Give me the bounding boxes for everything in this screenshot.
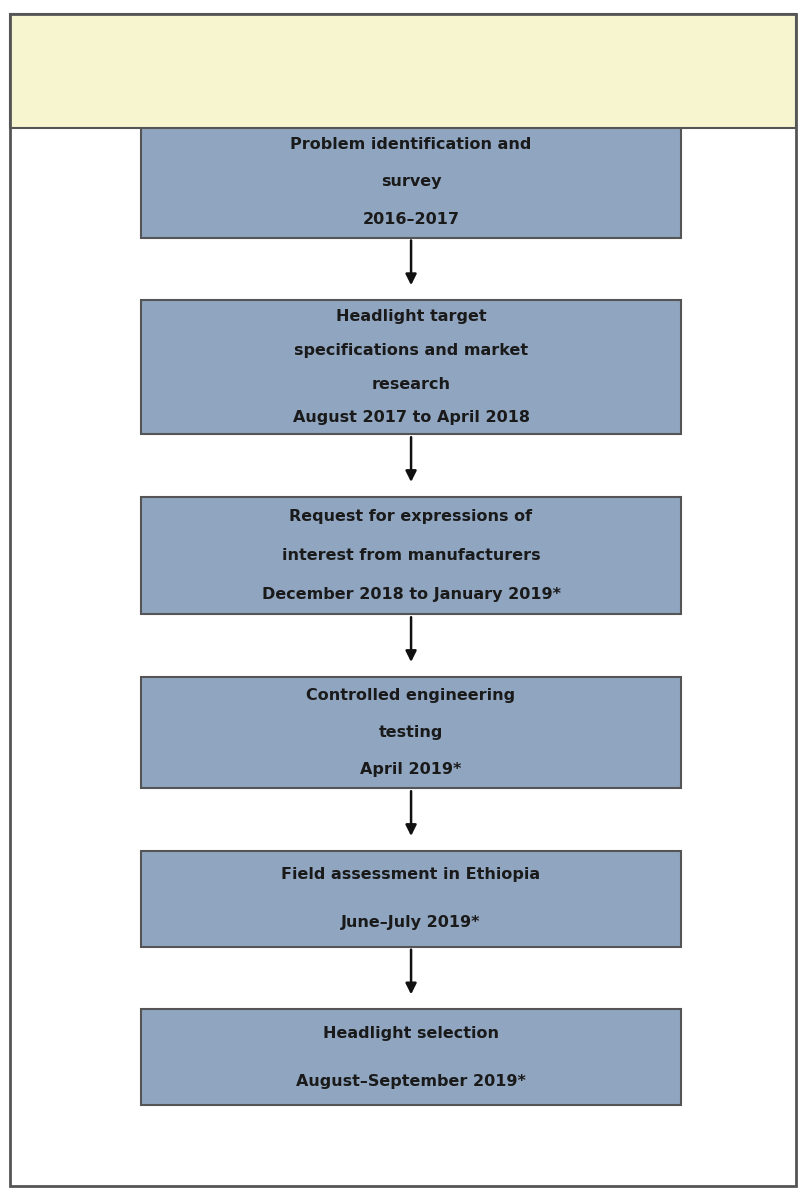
Bar <box>10 14 796 128</box>
Text: Problem identification and: Problem identification and <box>290 137 532 152</box>
Bar <box>141 300 681 434</box>
Text: survey: survey <box>380 174 442 190</box>
Bar <box>141 126 681 238</box>
Bar <box>141 851 681 947</box>
Text: specifications and market: specifications and market <box>294 343 528 358</box>
Bar <box>141 1009 681 1105</box>
Text: Headlight target: Headlight target <box>336 310 486 324</box>
Text: 2016–2017: 2016–2017 <box>363 211 459 227</box>
Text: interest from manufacturers: interest from manufacturers <box>282 548 540 563</box>
Bar <box>141 677 681 788</box>
Text: Field assessment in Ethiopia: Field assessment in Ethiopia <box>281 868 541 882</box>
Text: Fig. 1 Lifebox   Surgical   Headlight   Project  timeline  and: Fig. 1 Lifebox Surgical Headlight Projec… <box>40 42 597 60</box>
Text: August–September 2019*: August–September 2019* <box>296 1074 526 1088</box>
Text: August 2017 to April 2018: August 2017 to April 2018 <box>293 410 530 425</box>
Text: research: research <box>372 377 451 391</box>
Text: April 2019*: April 2019* <box>360 762 462 778</box>
Text: testing: testing <box>379 725 443 740</box>
Text: December 2018 to January 2019*: December 2018 to January 2019* <box>262 587 560 602</box>
Bar <box>141 497 681 614</box>
Text: Headlight selection: Headlight selection <box>323 1026 499 1040</box>
Text: Request for expressions of: Request for expressions of <box>289 509 533 524</box>
Text: project plan: project plan <box>40 88 156 106</box>
Text: June–July 2019*: June–July 2019* <box>341 916 481 930</box>
Text: Controlled engineering: Controlled engineering <box>306 688 516 703</box>
